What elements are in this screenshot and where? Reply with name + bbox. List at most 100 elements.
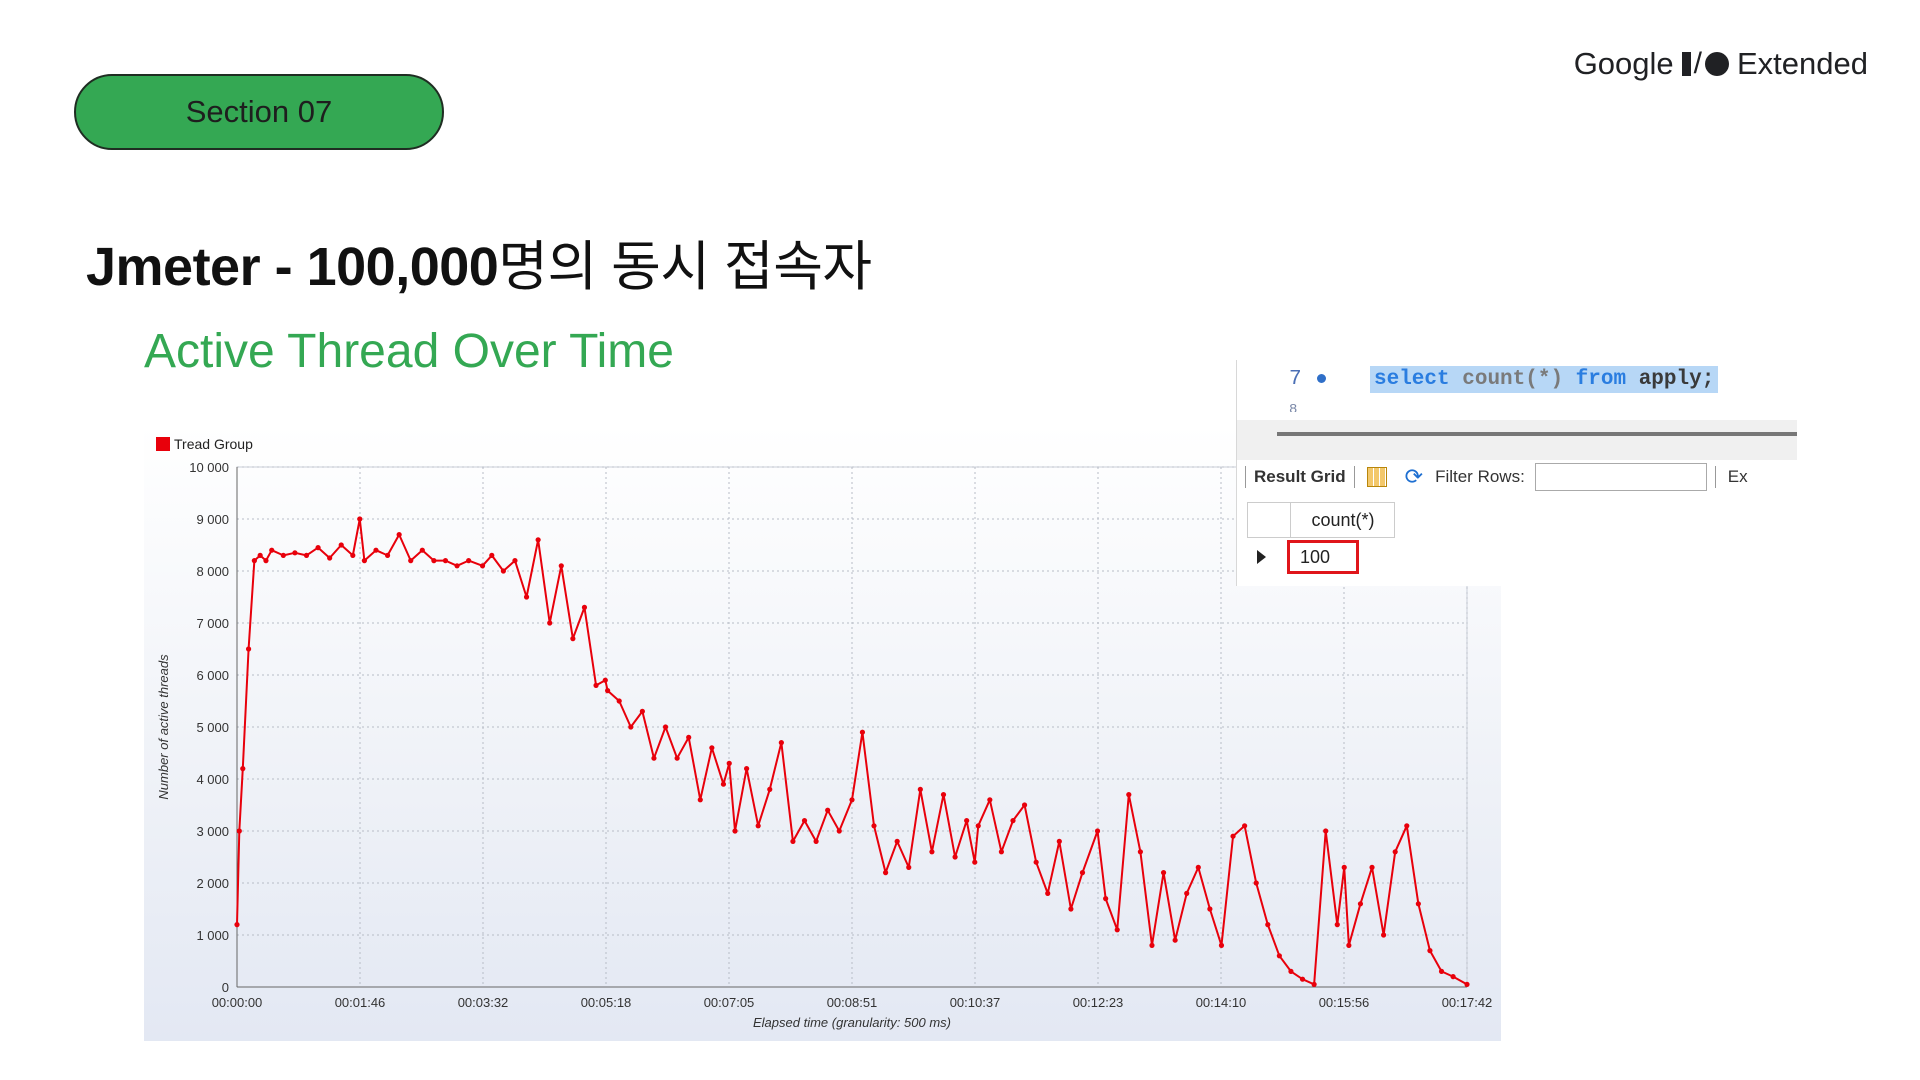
series-line	[236, 518, 1468, 986]
data-point	[767, 786, 773, 792]
data-point	[602, 677, 608, 683]
data-point	[581, 604, 588, 610]
data-point	[686, 734, 692, 740]
splitter-bar[interactable]	[1277, 432, 1797, 436]
data-point	[998, 849, 1005, 855]
data-point	[1094, 828, 1101, 834]
grid-header-row: count(*)	[1247, 502, 1395, 538]
data-point	[1438, 968, 1445, 975]
filter-rows-label: Filter Rows:	[1435, 467, 1525, 486]
y-tick-label: 0	[222, 980, 229, 995]
data-point	[940, 792, 947, 798]
export-button[interactable]: Ex	[1727, 467, 1748, 486]
data-point	[1242, 823, 1248, 829]
data-point	[280, 552, 286, 558]
data-point	[1149, 942, 1155, 949]
editor-splitter-area	[1237, 420, 1797, 460]
data-point	[489, 552, 495, 558]
data-point	[442, 558, 449, 564]
data-point	[1288, 968, 1294, 975]
data-point	[234, 922, 240, 928]
data-point	[1404, 823, 1410, 829]
x-tick-label: 00:01:46	[335, 995, 386, 1010]
data-point	[744, 766, 750, 772]
data-point	[384, 552, 391, 558]
toolbar-separator	[1714, 466, 1716, 488]
brand-extended-text: Extended	[1737, 46, 1868, 81]
result-cell[interactable]: 100	[1287, 540, 1359, 574]
data-point	[952, 854, 958, 860]
x-tick-label: 00:10:37	[950, 995, 1001, 1010]
chart-svg: 0 1 000 2 000 3 000 4 000 5 000 6 000 7 000 8 00…	[156, 436, 1492, 1030]
data-point	[732, 828, 738, 834]
data-point	[1218, 942, 1225, 949]
data-point	[1195, 864, 1201, 870]
chart-heading: Active Thread Over Time	[144, 325, 674, 378]
data-point	[964, 818, 970, 824]
legend-label: Tread Group	[174, 436, 253, 452]
data-point	[917, 786, 923, 792]
data-point	[1323, 828, 1329, 834]
result-grid-tab[interactable]: Result Grid	[1254, 467, 1346, 486]
data-point	[1068, 906, 1074, 912]
data-point	[882, 870, 889, 876]
data-point	[245, 646, 252, 652]
data-point	[419, 547, 425, 553]
data-point	[836, 828, 842, 834]
data-point	[361, 558, 368, 564]
data-point	[825, 807, 831, 813]
data-point	[466, 558, 472, 564]
line-number-next: 8	[1289, 402, 1298, 412]
sql-editor[interactable]: 7 8 select count(*) from apply;	[1237, 360, 1797, 420]
y-tick-label: 1 000	[196, 928, 229, 943]
data-point	[1045, 890, 1051, 896]
x-tick-label: 00:15:56	[1319, 995, 1370, 1010]
data-point	[662, 724, 669, 730]
x-tick-label: 00:00:00	[212, 995, 263, 1010]
data-point	[303, 552, 310, 558]
page-title: Jmeter - 100,000명의 동시 접속자	[86, 222, 872, 301]
data-point	[906, 864, 912, 870]
sql-query[interactable]: select count(*) from apply;	[1370, 366, 1719, 393]
data-point	[1033, 859, 1039, 865]
data-point	[292, 550, 298, 556]
data-point	[1311, 981, 1317, 988]
grid-layout-icon[interactable]	[1366, 467, 1387, 487]
legend-swatch	[156, 437, 170, 451]
data-point	[801, 818, 808, 824]
column-header-count[interactable]: count(*)	[1290, 503, 1395, 537]
io-logo-icon: /	[1681, 47, 1729, 81]
data-point	[454, 563, 460, 569]
data-point	[408, 558, 414, 564]
brand-google-text: Google	[1573, 46, 1674, 81]
y-tick-label: 4 000	[196, 772, 229, 787]
y-tick-label: 9 000	[196, 512, 229, 527]
result-toolbar: Result Grid ⟳ Filter Rows: Ex	[1237, 460, 1797, 494]
data-point	[1381, 932, 1387, 938]
data-point	[674, 755, 680, 761]
sql-workbench-panel: 7 8 select count(*) from apply; Result G…	[1236, 360, 1797, 586]
x-tick-label: 00:05:18	[581, 995, 632, 1010]
data-point	[512, 558, 518, 564]
data-point	[1160, 870, 1167, 876]
data-point	[1276, 953, 1282, 959]
data-point	[535, 537, 541, 543]
row-pointer-icon	[1257, 550, 1266, 564]
data-point	[373, 547, 379, 553]
data-point	[1299, 976, 1306, 982]
y-tick-label: 6 000	[196, 668, 229, 683]
data-point	[1346, 942, 1352, 949]
data-point	[1357, 901, 1364, 907]
data-point	[972, 859, 978, 865]
data-point	[263, 558, 269, 564]
filter-rows-input[interactable]	[1534, 463, 1707, 491]
x-tick-label: 00:07:05	[704, 995, 755, 1010]
data-point	[257, 552, 263, 558]
refresh-icon[interactable]: ⟳	[1404, 464, 1424, 489]
y-tick-label: 10 000	[189, 460, 229, 475]
data-point	[479, 563, 486, 569]
data-point	[1230, 833, 1236, 839]
data-point	[813, 838, 819, 844]
data-point	[1369, 864, 1375, 870]
data-point	[859, 729, 866, 735]
